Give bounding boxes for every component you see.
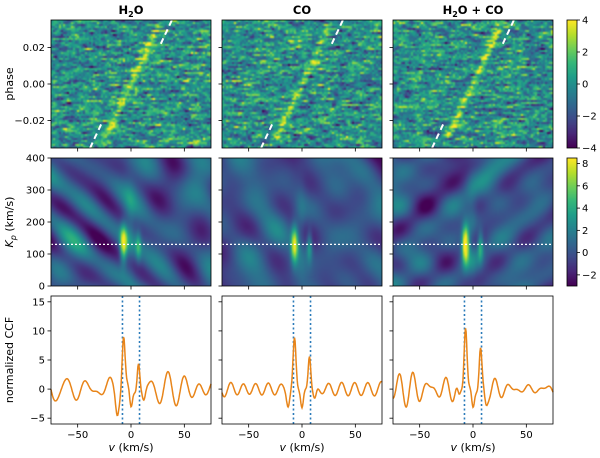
x-axis-label-symbol: v — [450, 441, 457, 454]
colorbar-tick-label: 2 — [582, 226, 588, 237]
panel-title-subscript: 2 — [128, 10, 134, 19]
y-tick-label: 0 — [39, 282, 45, 293]
y-tick-label: 5 — [39, 356, 45, 367]
panel-title: H2O — [119, 3, 144, 19]
panel-title-part: CO — [293, 3, 311, 17]
trail-guide-line — [330, 19, 344, 45]
y-tick-label: 0.00 — [23, 80, 45, 91]
x-axis-label: v (km/s) — [108, 441, 153, 454]
x-tick-label: −50 — [67, 430, 88, 441]
y-axis-label-subscript: p — [9, 235, 18, 241]
colorbar-frame — [566, 157, 578, 287]
panel-title-part: H — [119, 3, 129, 17]
phase-map-image — [222, 20, 382, 148]
y-axis-label-symbol: K — [3, 239, 16, 247]
panel-title-part: O + CO — [458, 3, 504, 17]
y-tick-label: 0.02 — [23, 43, 45, 54]
trail-guide-line — [260, 123, 274, 149]
y-tick-label: 400 — [26, 154, 45, 165]
ccf-line — [50, 336, 212, 417]
y-axis-label: Kp (km/s) — [3, 197, 18, 248]
x-axis-label: v (km/s) — [279, 441, 324, 454]
ccf-line — [392, 328, 554, 409]
y-tick-label: 15 — [32, 297, 45, 308]
phase-map-image — [51, 20, 211, 148]
colorbar-tick-label: −2 — [582, 270, 597, 281]
panel-title: CO — [293, 3, 311, 17]
x-axis-label-symbol: v — [279, 441, 286, 454]
y-tick-label: 100 — [26, 250, 45, 261]
colorbar-tick-label: 4 — [582, 204, 588, 215]
colorbar-image — [567, 20, 577, 148]
x-tick-label: −50 — [238, 430, 259, 441]
y-tick-label: 200 — [26, 218, 45, 229]
x-tick-label: 50 — [178, 430, 191, 441]
x-tick-label: 50 — [349, 430, 362, 441]
x-tick-label: 0 — [470, 430, 476, 441]
panel-title-subscript: 2 — [452, 10, 458, 19]
panel-title-part: H — [443, 3, 453, 17]
kp-map-image — [51, 158, 211, 286]
panel-title-part: O — [134, 3, 144, 17]
y-axis-label: normalized CCF — [3, 317, 16, 403]
x-axis-label-unit: (km/s) — [457, 441, 496, 454]
y-tick-label: 0 — [39, 385, 45, 396]
trail-guide-line — [89, 123, 103, 149]
x-tick-label: 0 — [299, 430, 305, 441]
y-axis-label-unit: (km/s) — [3, 197, 16, 236]
colorbar-tick-label: 0 — [582, 80, 588, 91]
trail-guide-line — [431, 123, 445, 149]
colorbar-tick-label: 8 — [582, 159, 588, 170]
y-tick-label: −5 — [30, 414, 45, 425]
panel-title: H2O + CO — [443, 3, 504, 19]
kp-map-image — [393, 158, 553, 286]
phase-map-image — [393, 20, 553, 148]
y-axis-label: phase — [3, 67, 16, 100]
colorbar-image — [567, 158, 577, 286]
colorbar-tick-label: 6 — [582, 181, 588, 192]
colorbar-tick-label: 0 — [582, 248, 588, 259]
y-tick-label: 10 — [32, 326, 45, 337]
colorbar-tick-label: 2 — [582, 48, 588, 59]
x-tick-label: −50 — [409, 430, 430, 441]
x-axis-label-symbol: v — [108, 441, 115, 454]
kp-map-image — [222, 158, 382, 286]
colorbar-tick-label: −4 — [582, 144, 597, 155]
x-tick-label: 50 — [520, 430, 533, 441]
x-axis-label: v (km/s) — [450, 441, 495, 454]
y-tick-label: 300 — [26, 186, 45, 197]
colorbar-tick-label: −2 — [582, 112, 597, 123]
ccf-line — [221, 337, 383, 411]
x-tick-label: 0 — [128, 430, 134, 441]
colorbar-tick-label: 4 — [582, 16, 588, 27]
trail-guide-line — [501, 19, 515, 45]
y-tick-label: −0.02 — [14, 116, 45, 127]
x-axis-label-unit: (km/s) — [115, 441, 154, 454]
x-axis-label-unit: (km/s) — [286, 441, 325, 454]
trail-guide-line — [159, 19, 173, 45]
